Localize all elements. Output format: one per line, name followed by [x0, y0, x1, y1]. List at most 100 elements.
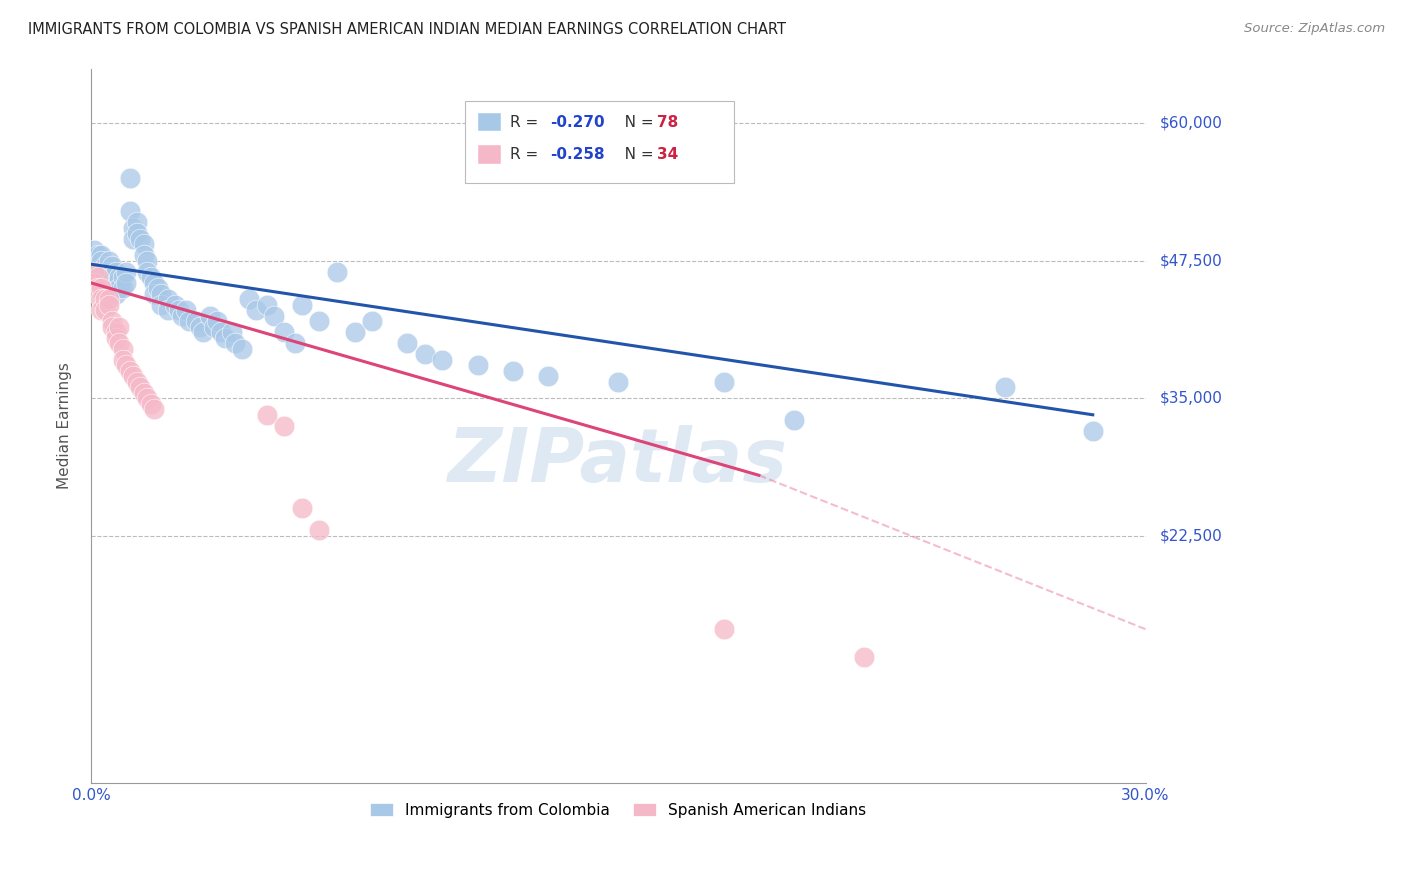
- Point: [291, 298, 314, 312]
- Text: ZIPatlas: ZIPatlas: [449, 425, 789, 498]
- Point: [263, 309, 285, 323]
- Point: [308, 523, 330, 537]
- Point: [502, 364, 524, 378]
- FancyBboxPatch shape: [478, 112, 501, 131]
- Point: [783, 413, 806, 427]
- Point: [129, 380, 152, 394]
- Point: [118, 364, 141, 378]
- Point: [132, 385, 155, 400]
- Point: [174, 303, 197, 318]
- Text: $47,500: $47,500: [1160, 253, 1222, 268]
- Point: [143, 286, 166, 301]
- Point: [1081, 424, 1104, 438]
- Point: [90, 281, 112, 295]
- Point: [146, 281, 169, 295]
- Point: [90, 248, 112, 262]
- Point: [104, 331, 127, 345]
- Point: [111, 270, 134, 285]
- Point: [165, 298, 187, 312]
- Point: [209, 326, 232, 340]
- Point: [136, 392, 159, 406]
- Point: [167, 303, 190, 318]
- Text: 78: 78: [657, 114, 679, 129]
- Point: [122, 221, 145, 235]
- Point: [104, 286, 127, 301]
- FancyBboxPatch shape: [465, 101, 734, 183]
- Point: [432, 352, 454, 367]
- Point: [150, 298, 173, 312]
- Point: [179, 314, 201, 328]
- Point: [308, 314, 330, 328]
- Point: [139, 270, 162, 285]
- Point: [361, 314, 384, 328]
- Point: [396, 336, 419, 351]
- Point: [122, 232, 145, 246]
- Point: [136, 265, 159, 279]
- Point: [238, 293, 260, 307]
- Point: [83, 243, 105, 257]
- Point: [125, 227, 148, 241]
- Point: [188, 319, 211, 334]
- Point: [214, 331, 236, 345]
- Point: [115, 265, 138, 279]
- Point: [108, 319, 131, 334]
- Point: [90, 303, 112, 318]
- Point: [83, 276, 105, 290]
- Point: [111, 352, 134, 367]
- Point: [101, 270, 124, 285]
- Point: [97, 253, 120, 268]
- Text: N =: N =: [610, 147, 658, 161]
- Point: [537, 369, 560, 384]
- Text: 34: 34: [657, 147, 679, 161]
- Text: $22,500: $22,500: [1160, 528, 1222, 543]
- Point: [115, 359, 138, 373]
- Point: [104, 326, 127, 340]
- Point: [97, 298, 120, 312]
- Point: [87, 270, 110, 285]
- Point: [94, 303, 117, 318]
- Point: [122, 369, 145, 384]
- Point: [132, 248, 155, 262]
- Point: [136, 253, 159, 268]
- Point: [111, 342, 134, 356]
- Point: [200, 309, 222, 323]
- Point: [125, 375, 148, 389]
- Point: [94, 293, 117, 307]
- Text: -0.258: -0.258: [550, 147, 605, 161]
- Point: [994, 380, 1017, 394]
- Text: IMMIGRANTS FROM COLOMBIA VS SPANISH AMERICAN INDIAN MEDIAN EARNINGS CORRELATION : IMMIGRANTS FROM COLOMBIA VS SPANISH AMER…: [28, 22, 786, 37]
- Text: $60,000: $60,000: [1160, 116, 1222, 131]
- Point: [245, 303, 267, 318]
- Point: [87, 281, 110, 295]
- Point: [343, 326, 366, 340]
- Point: [139, 397, 162, 411]
- Point: [172, 309, 194, 323]
- Text: N =: N =: [610, 114, 658, 129]
- Point: [231, 342, 253, 356]
- Point: [87, 248, 110, 262]
- Point: [108, 270, 131, 285]
- Text: Source: ZipAtlas.com: Source: ZipAtlas.com: [1244, 22, 1385, 36]
- Point: [90, 293, 112, 307]
- Point: [104, 265, 127, 279]
- Point: [129, 232, 152, 246]
- Point: [413, 347, 436, 361]
- Legend: Immigrants from Colombia, Spanish American Indians: Immigrants from Colombia, Spanish Americ…: [363, 795, 875, 825]
- Point: [150, 286, 173, 301]
- Point: [284, 336, 307, 351]
- Point: [157, 293, 180, 307]
- Point: [607, 375, 630, 389]
- Point: [118, 204, 141, 219]
- Point: [221, 326, 243, 340]
- Point: [713, 375, 735, 389]
- Point: [94, 270, 117, 285]
- Point: [83, 265, 105, 279]
- Point: [186, 314, 208, 328]
- Point: [101, 314, 124, 328]
- Point: [101, 260, 124, 274]
- Point: [291, 501, 314, 516]
- Point: [108, 281, 131, 295]
- Point: [90, 253, 112, 268]
- Point: [273, 326, 295, 340]
- Point: [202, 319, 225, 334]
